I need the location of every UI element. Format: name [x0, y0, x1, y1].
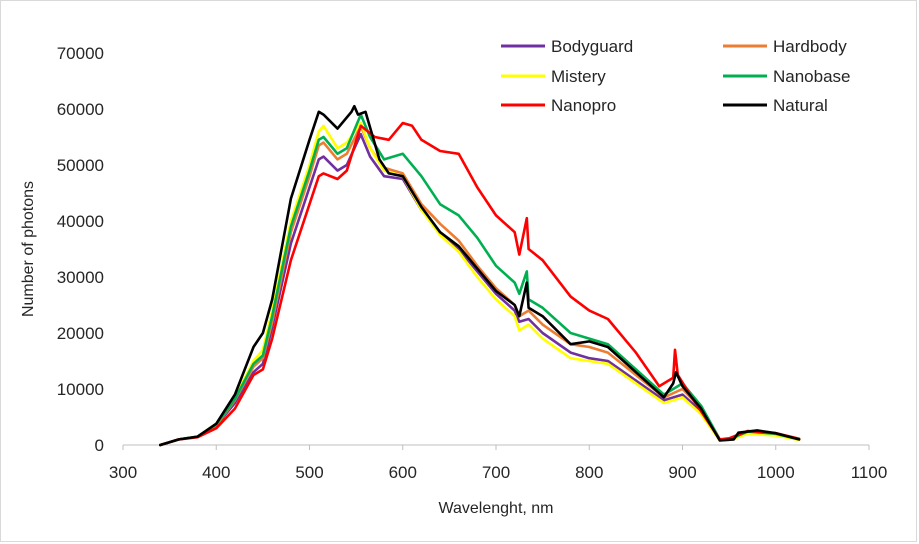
x-tick-label: 700 — [482, 463, 510, 482]
y-tick-label: 70000 — [57, 44, 104, 63]
x-tick-label: 900 — [668, 463, 696, 482]
legend-label-nanopro: Nanopro — [551, 96, 616, 115]
series-line-nanopro — [159, 121, 801, 447]
x-tick-label: 1100 — [851, 463, 888, 482]
legend: Bodyguard Hardbody Mistery Nanobase Nanopro N… — [501, 37, 851, 115]
x-tick-label: 500 — [295, 463, 323, 482]
y-tick-label: 10000 — [57, 380, 104, 399]
x-tick-label: 800 — [575, 463, 603, 482]
x-tick-label: 300 — [109, 463, 137, 482]
legend-label-natural: Natural — [773, 96, 828, 115]
y-tick-label: 0 — [95, 436, 104, 455]
y-axis-title: Number of photons — [20, 181, 37, 317]
series-line-natural — [159, 104, 801, 447]
x-tick-label: 400 — [202, 463, 230, 482]
series-line-bodyguard — [159, 132, 801, 447]
y-tick-label: 30000 — [57, 268, 104, 287]
y-tick-label: 50000 — [57, 156, 104, 175]
series-line-hardbody — [159, 124, 801, 447]
series-layer — [159, 104, 801, 447]
y-tick-label: 20000 — [57, 324, 104, 343]
series-line-nanobase — [159, 113, 801, 447]
legend-label-hardbody: Hardbody — [773, 37, 847, 56]
axes: 300 400 500 600 700 800 900 1000 1100 0 10000 20000… — [57, 44, 888, 482]
y-tick-label: 60000 — [57, 100, 104, 119]
x-tick-label: 1000 — [757, 463, 795, 482]
y-tick-label: 40000 — [57, 212, 104, 231]
legend-label-bodyguard: Bodyguard — [551, 37, 633, 56]
legend-label-mistery: Mistery — [551, 67, 606, 86]
series-line-mistery — [159, 121, 801, 447]
x-axis-title: Wavelenght, nm — [438, 500, 553, 517]
legend-label-nanobase: Nanobase — [773, 67, 851, 86]
x-tick-label: 600 — [389, 463, 417, 482]
